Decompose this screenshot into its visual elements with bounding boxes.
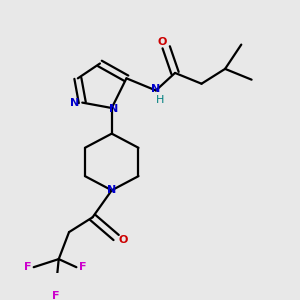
Text: O: O	[157, 37, 167, 47]
Text: N: N	[151, 84, 160, 94]
Text: O: O	[119, 235, 128, 245]
Text: F: F	[52, 290, 59, 300]
Text: H: H	[156, 95, 164, 105]
Text: N: N	[107, 185, 116, 195]
Text: F: F	[24, 262, 32, 272]
Text: F: F	[79, 262, 86, 272]
Text: N: N	[70, 98, 80, 108]
Text: N: N	[109, 104, 118, 114]
